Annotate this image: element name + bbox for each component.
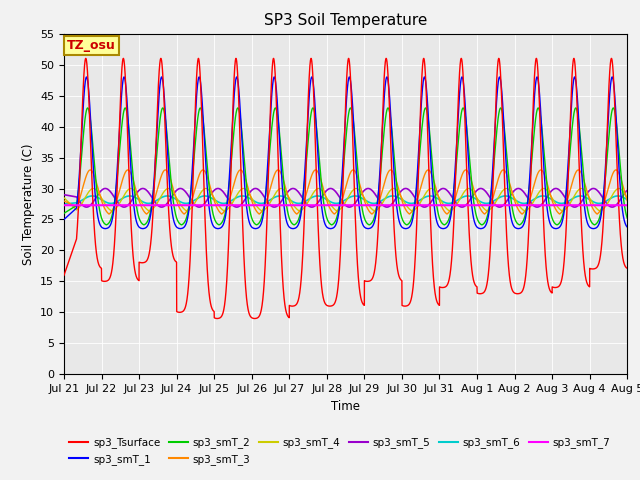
sp3_smT_6	[488, 199, 495, 205]
sp3_smT_7	[326, 203, 334, 208]
sp3_smT_4	[623, 195, 631, 201]
sp3_smT_2	[623, 215, 631, 221]
sp3_smT_2	[252, 221, 259, 227]
Line: sp3_smT_3: sp3_smT_3	[64, 170, 627, 214]
sp3_smT_1	[488, 183, 495, 189]
sp3_Tsurface	[593, 264, 600, 270]
Line: sp3_smT_2: sp3_smT_2	[64, 108, 627, 225]
sp3_smT_5	[488, 197, 495, 203]
sp3_Tsurface	[251, 316, 259, 322]
sp3_smT_2	[593, 220, 600, 226]
Title: SP3 Soil Temperature: SP3 Soil Temperature	[264, 13, 428, 28]
sp3_smT_5	[593, 187, 600, 192]
sp3_smT_7	[593, 203, 600, 208]
sp3_smT_2	[488, 185, 495, 191]
sp3_Tsurface	[600, 213, 607, 218]
sp3_smT_5	[60, 192, 68, 198]
sp3_smT_1	[593, 225, 600, 230]
sp3_smT_2	[60, 210, 68, 216]
sp3_smT_5	[326, 186, 334, 192]
Y-axis label: Soil Temperature (C): Soil Temperature (C)	[22, 143, 35, 265]
sp3_smT_1	[609, 74, 616, 80]
sp3_smT_6	[593, 200, 600, 206]
sp3_smT_4	[600, 206, 607, 212]
sp3_smT_3	[593, 211, 600, 216]
sp3_smT_4	[296, 208, 303, 214]
sp3_smT_6	[623, 197, 631, 203]
sp3_smT_6	[472, 196, 479, 202]
sp3_smT_7	[252, 203, 259, 208]
sp3_smT_6	[326, 199, 334, 204]
sp3_smT_3	[593, 211, 601, 217]
sp3_smT_5	[609, 204, 616, 210]
sp3_smT_6	[60, 201, 68, 207]
sp3_Tsurface	[252, 315, 259, 321]
sp3_smT_3	[472, 193, 479, 199]
sp3_Tsurface	[472, 283, 479, 288]
sp3_smT_4	[472, 193, 479, 199]
sp3_smT_1	[326, 226, 334, 231]
sp3_smT_3	[326, 206, 334, 212]
sp3_smT_6	[252, 199, 259, 204]
sp3_smT_6	[614, 193, 621, 199]
sp3_Tsurface	[488, 216, 495, 221]
Text: TZ_osu: TZ_osu	[67, 39, 116, 52]
sp3_smT_3	[488, 199, 495, 205]
sp3_smT_7	[472, 203, 479, 208]
sp3_smT_1	[589, 226, 597, 231]
sp3_Tsurface	[327, 303, 335, 309]
sp3_smT_2	[600, 192, 607, 197]
Line: sp3_smT_4: sp3_smT_4	[64, 189, 627, 211]
sp3_smT_4	[488, 205, 495, 211]
sp3_smT_1	[60, 216, 68, 222]
sp3_smT_2	[472, 211, 479, 216]
sp3_smT_3	[600, 201, 607, 206]
sp3_smT_4	[60, 195, 68, 201]
sp3_smT_4	[277, 186, 285, 192]
sp3_smT_7	[488, 203, 495, 208]
Line: sp3_smT_5: sp3_smT_5	[64, 189, 627, 207]
sp3_smT_6	[600, 200, 607, 205]
sp3_smT_1	[472, 222, 479, 228]
Legend: sp3_Tsurface, sp3_smT_1, sp3_smT_2, sp3_smT_3, sp3_smT_4, sp3_smT_5, sp3_smT_6, : sp3_Tsurface, sp3_smT_1, sp3_smT_2, sp3_…	[69, 438, 611, 465]
Line: sp3_smT_6: sp3_smT_6	[64, 196, 627, 204]
sp3_smT_2	[271, 105, 279, 111]
sp3_smT_3	[623, 198, 631, 204]
sp3_smT_2	[291, 222, 298, 228]
Line: sp3_smT_1: sp3_smT_1	[64, 77, 627, 228]
sp3_smT_1	[600, 191, 607, 197]
sp3_smT_5	[589, 186, 597, 192]
sp3_smT_3	[252, 206, 259, 212]
sp3_smT_5	[472, 189, 479, 194]
sp3_smT_7	[600, 203, 607, 208]
sp3_smT_1	[623, 224, 631, 230]
sp3_smT_4	[252, 201, 259, 207]
sp3_smT_2	[327, 221, 335, 227]
sp3_smT_4	[593, 206, 600, 212]
sp3_smT_3	[60, 198, 68, 204]
sp3_smT_5	[252, 186, 259, 192]
sp3_smT_4	[327, 202, 335, 207]
sp3_smT_7	[623, 203, 631, 208]
sp3_Tsurface	[60, 272, 68, 278]
Line: sp3_Tsurface: sp3_Tsurface	[64, 59, 627, 319]
sp3_smT_5	[623, 187, 631, 193]
sp3_smT_7	[60, 203, 68, 208]
sp3_smT_5	[600, 196, 607, 202]
sp3_Tsurface	[623, 265, 631, 271]
X-axis label: Time: Time	[331, 400, 360, 413]
sp3_smT_1	[252, 226, 259, 231]
sp3_smT_3	[612, 167, 620, 173]
sp3_Tsurface	[269, 56, 277, 61]
